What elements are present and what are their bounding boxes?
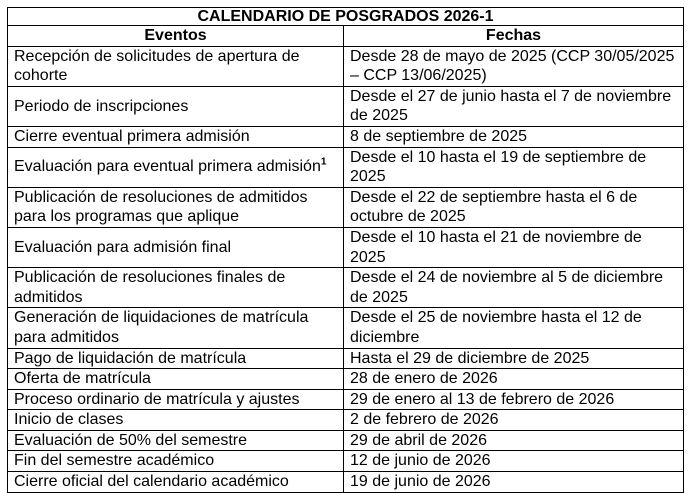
event-cell: Publicación de resoluciones finales de a… xyxy=(7,267,344,309)
table-row: Evaluación de 50% del semestre 29 de abri… xyxy=(7,429,684,452)
event-cell: Cierre eventual primera admisión xyxy=(7,125,344,148)
table-row: Pago de liquidación de matrícula Hasta el… xyxy=(7,347,684,370)
event-text: Oferta de matrícula xyxy=(14,370,151,388)
header-dates: Fechas xyxy=(343,25,684,47)
event-cell: Cierre oficial del calendario académico xyxy=(7,471,344,493)
table-row: Publicación de resoluciones finales de a… xyxy=(7,267,684,309)
date-cell: Hasta el 29 de diciembre de 2025 xyxy=(343,347,684,370)
event-text: Pago de liquidación de matrícula xyxy=(14,349,247,367)
event-cell: Pago de liquidación de matrícula xyxy=(7,347,344,370)
event-text: Fin del semestre académico xyxy=(14,452,215,470)
event-text: Cierre eventual primera admisión xyxy=(14,127,250,145)
event-cell: Evaluación de 50% del semestre xyxy=(7,429,344,452)
table-row: Evaluación para admisión final Desde el 1… xyxy=(7,226,684,269)
date-cell: Desde el 22 de septiembre hasta el 6 de … xyxy=(343,186,684,228)
event-text: Publicación de resoluciones finales de a… xyxy=(14,269,286,306)
event-text: Periodo de inscripciones xyxy=(14,97,189,115)
event-text: Recepción de solicitudes de apertura de … xyxy=(14,47,300,85)
date-cell: 2 de febrero de 2026 xyxy=(343,409,684,431)
table-row: Cierre eventual primera admisión 8 de sep… xyxy=(7,125,684,148)
date-cell: 28 de enero de 2026 xyxy=(343,368,684,390)
date-cell: 29 de abril de 2026 xyxy=(343,429,684,452)
event-text: Inicio de clases xyxy=(14,411,124,429)
table-row: Recepción de solicitudes de apertura de … xyxy=(7,45,684,87)
event-cell: Publicación de resoluciones de admitidos… xyxy=(7,186,344,228)
date-cell: 19 de junio de 2026 xyxy=(343,471,684,493)
table-body: Recepción de solicitudes de apertura de … xyxy=(7,45,684,493)
event-cell: Fin del semestre académico xyxy=(7,450,344,473)
table-row: Periodo de inscripciones Desde el 27 de j… xyxy=(7,85,684,127)
event-cell: Inicio de clases xyxy=(7,409,344,431)
table-row: Publicación de resoluciones de admitidos… xyxy=(7,186,684,228)
event-text: Generación de liquidaciones de matrícula… xyxy=(14,309,309,346)
table-row: Evaluación para eventual primera admisió… xyxy=(7,146,684,188)
event-text: Publicación de resoluciones de admitidos… xyxy=(14,188,308,226)
event-cell: Proceso ordinario de matrícula y ajustes xyxy=(7,388,344,411)
date-cell: Desde el 24 de noviembre al 5 de diciemb… xyxy=(343,267,684,309)
event-text: Evaluación para eventual primera admisió… xyxy=(14,158,321,176)
table-row: Oferta de matrícula 28 de enero de 2026 xyxy=(7,368,684,390)
table-row: Fin del semestre académico 12 de junio de… xyxy=(7,450,684,473)
date-cell: Desde 28 de mayo de 2025 (CCP 30/05/2025… xyxy=(343,45,684,87)
event-text: Cierre oficial del calendario académico xyxy=(14,473,289,491)
date-cell: 12 de junio de 2026 xyxy=(343,450,684,473)
event-text: Evaluación para admisión final xyxy=(14,238,232,256)
table-title: CALENDARIO DE POSGRADOS 2026-1 xyxy=(7,7,684,26)
table-row: Inicio de clases 2 de febrero de 2026 xyxy=(7,409,684,431)
date-cell: 8 de septiembre de 2025 xyxy=(343,125,684,148)
event-cell: Evaluación para eventual primera admisió… xyxy=(7,146,344,188)
header-events: Eventos xyxy=(7,25,344,47)
footnote-marker: 1 xyxy=(320,157,327,169)
table-row: Generación de liquidaciones de matrícula… xyxy=(7,307,684,349)
event-cell: Recepción de solicitudes de apertura de … xyxy=(7,45,344,87)
header-row: Eventos Fechas xyxy=(7,25,684,47)
event-text: Evaluación de 50% del semestre xyxy=(14,431,248,449)
title-row: CALENDARIO DE POSGRADOS 2026-1 xyxy=(7,7,684,26)
event-text: Proceso ordinario de matrícula y ajustes xyxy=(14,390,300,408)
date-cell: Desde el 10 hasta el 19 de septiembre de… xyxy=(343,146,684,188)
calendar-table: CALENDARIO DE POSGRADOS 2026-1 Eventos F… xyxy=(7,7,684,493)
date-cell: Desde el 10 hasta el 21 de noviembre de … xyxy=(343,226,684,269)
table-row: Proceso ordinario de matrícula y ajustes… xyxy=(7,388,684,411)
event-cell: Periodo de inscripciones xyxy=(7,85,344,127)
event-cell: Evaluación para admisión final xyxy=(7,226,344,269)
event-cell: Generación de liquidaciones de matrícula… xyxy=(7,307,344,349)
event-cell: Oferta de matrícula xyxy=(7,368,344,390)
date-cell: Desde el 27 de junio hasta el 7 de novie… xyxy=(343,85,684,127)
table-row: Cierre oficial del calendario académico 1… xyxy=(7,471,684,493)
date-cell: 29 de enero al 13 de febrero de 2026 xyxy=(343,388,684,411)
date-cell: Desde el 25 de noviembre hasta el 12 de … xyxy=(343,307,684,349)
